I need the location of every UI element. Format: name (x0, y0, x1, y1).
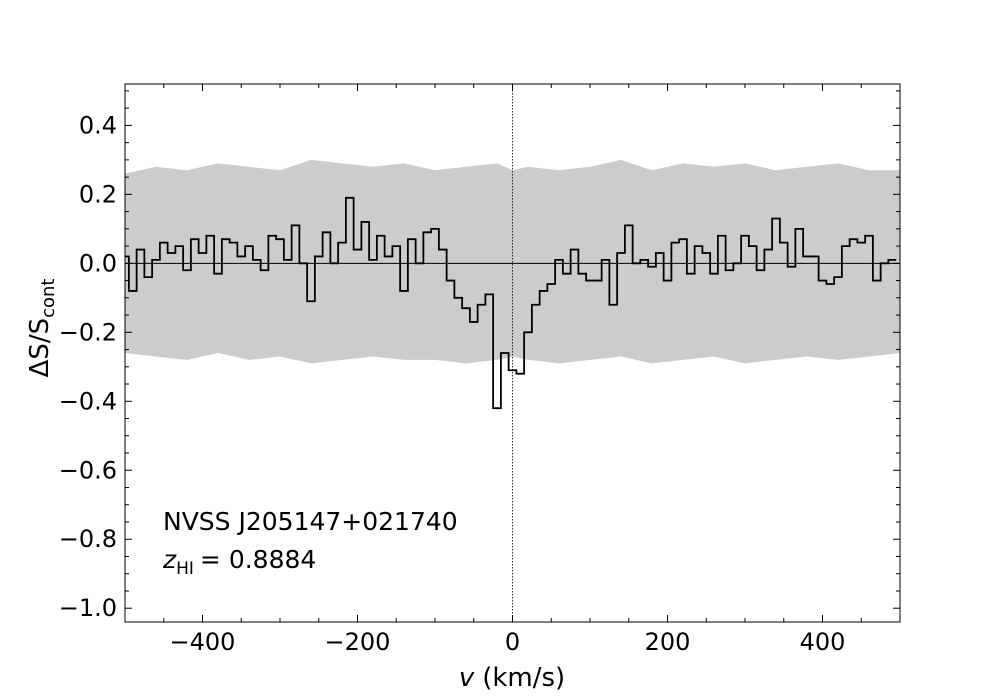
y-tick-labels: 0.4 0.2 0.0 −0.2 −0.4 −0.6 −0.8 −1.0 (59, 111, 117, 622)
y-axis-label-main: ΔS/S (25, 318, 55, 378)
tick-marks (124, 84, 901, 622)
y-tick-label: 0.2 (79, 180, 117, 208)
x-axis-unit: (km/s) (482, 663, 565, 693)
reference-lines (125, 84, 900, 622)
x-tick-label: −400 (170, 628, 236, 656)
x-tick-label: −200 (325, 628, 391, 656)
y-axis-label-sub: cont (38, 279, 59, 318)
x-tick-labels: −400 −200 0 200 400 (170, 628, 846, 656)
y-tick-label: −0.2 (59, 318, 117, 346)
y-tick-label: 0.0 (79, 249, 117, 277)
redshift-value: = 0.8884 (200, 545, 316, 574)
y-axis-label: ΔS/Scont (25, 279, 59, 378)
redshift-subscript: HI (176, 559, 194, 579)
y-tick-label: −0.4 (59, 387, 117, 415)
y-tick-label: −0.8 (59, 525, 117, 553)
x-tick-label: 400 (800, 628, 846, 656)
y-tick-label: −1.0 (59, 594, 117, 622)
spectrum-layer (125, 196, 897, 410)
source-name-annotation: NVSS J205147+021740 (163, 507, 458, 536)
y-tick-label: −0.6 (59, 456, 117, 484)
x-tick-label: 200 (645, 628, 691, 656)
redshift-annotation: zHI = 0.8884 (162, 545, 316, 579)
spectrum-line (125, 196, 897, 410)
plot-frame (124, 83, 901, 623)
x-tick-label: 0 (505, 628, 520, 656)
y-tick-label: 0.4 (79, 111, 117, 139)
redshift-symbol: z (162, 545, 177, 574)
x-axis-variable: v (459, 663, 475, 693)
x-axis-label: v (km/s) (459, 663, 565, 693)
